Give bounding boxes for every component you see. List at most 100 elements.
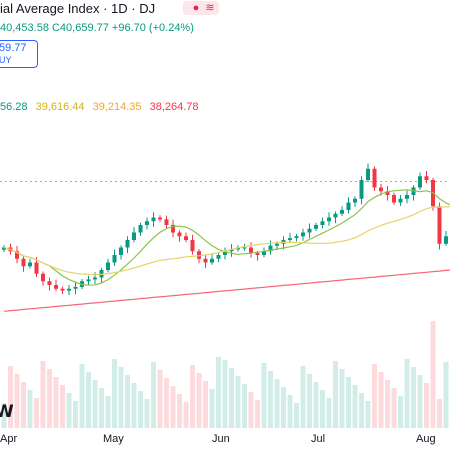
- candle-body: [229, 249, 234, 252]
- volume-bar: [216, 357, 221, 428]
- candle-body: [190, 240, 195, 252]
- x-axis-label-apr: Apr: [0, 433, 18, 445]
- buy-price: 59.77: [0, 42, 27, 54]
- candle-body: [405, 195, 409, 199]
- candle-body: [255, 253, 260, 255]
- candle-body: [216, 255, 221, 259]
- candle-body: [106, 262, 110, 270]
- tradingview-logo: W: [0, 402, 14, 422]
- volume-bar: [79, 364, 85, 428]
- volume-bar: [411, 367, 416, 428]
- moving-average-long-line: [3, 269, 450, 312]
- volume-bar: [66, 393, 72, 428]
- candle-body: [366, 168, 370, 180]
- candle-body: [379, 187, 383, 192]
- ma-value-3: 39,214.35: [92, 101, 142, 113]
- candle-body: [2, 247, 6, 250]
- x-axis-label-may: May: [103, 433, 124, 445]
- candle-body: [21, 258, 26, 267]
- volume-bar: [372, 364, 377, 428]
- volume-bar: [131, 383, 137, 428]
- candle-body: [444, 236, 448, 244]
- volume-bar: [53, 377, 59, 428]
- volume-bar: [125, 375, 130, 428]
- candle-body: [34, 262, 39, 274]
- volume-bar: [14, 374, 20, 428]
- candle-body: [132, 232, 136, 240]
- candle-body: [177, 232, 182, 237]
- volume-bar: [274, 379, 280, 428]
- x-axis-label-aug: Aug: [416, 433, 436, 445]
- volume-bar: [105, 396, 111, 428]
- candle-body: [54, 285, 58, 289]
- volume-bar: [209, 389, 215, 428]
- candle-body: [346, 202, 351, 210]
- volume-bar: [281, 387, 286, 428]
- candle-body: [275, 243, 279, 246]
- candle-body: [158, 217, 162, 220]
- candle-body: [294, 236, 299, 239]
- candle-body: [392, 195, 396, 203]
- volume-bar: [1, 403, 7, 428]
- candle-body: [145, 221, 149, 225]
- candle-body: [112, 255, 117, 263]
- volume-bar: [164, 378, 169, 428]
- candle-body: [320, 221, 325, 225]
- moving-average-legend: 56.28 39,616.44 39,214.35 38,264.78: [0, 101, 204, 113]
- buy-button[interactable]: 59.77 UY: [0, 40, 38, 68]
- price-chart[interactable]: [0, 0, 450, 430]
- candle-body: [424, 176, 429, 180]
- volume-bar: [391, 388, 397, 428]
- candle-body: [333, 213, 338, 218]
- volume-bar: [99, 388, 104, 428]
- volume-bar: [437, 399, 442, 428]
- volume-bar: [40, 361, 46, 428]
- candle-body: [184, 236, 188, 240]
- chart-title: ial Average Index · 1D · DJ: [0, 1, 156, 16]
- x-axis-label-jul: Jul: [311, 433, 326, 445]
- volume-bar: [333, 361, 338, 428]
- candle-body: [372, 168, 377, 188]
- candle-body: [138, 225, 143, 233]
- volume-bar: [34, 398, 39, 428]
- candle-body: [398, 198, 403, 203]
- volume-bar: [248, 392, 254, 428]
- candle-body: [86, 279, 91, 282]
- candle-body: [125, 240, 130, 248]
- moving-average-mid-line: [3, 205, 450, 276]
- volume-bar: [203, 381, 208, 428]
- volume-bar: [47, 369, 52, 428]
- volume-bar: [151, 362, 156, 428]
- volume-bar: [359, 393, 364, 428]
- x-axis-label-jun: Jun: [212, 433, 230, 445]
- volume-bar: [424, 383, 429, 428]
- volume-bar: [86, 372, 91, 428]
- candle-body: [119, 247, 123, 255]
- candle-body: [262, 251, 266, 255]
- candle-body: [249, 247, 253, 254]
- volume-bars: [1, 321, 449, 428]
- volume-bar: [8, 366, 13, 428]
- volume-bar: [170, 386, 176, 428]
- candle-body: [223, 251, 227, 255]
- volume-bar: [300, 366, 306, 428]
- volume-bar: [443, 362, 449, 428]
- volume-bar: [21, 382, 26, 428]
- ma-value-1: 56.28: [0, 101, 28, 113]
- candle-body: [151, 217, 156, 222]
- volume-bar: [404, 359, 410, 428]
- volume-bar: [229, 368, 234, 428]
- volume-bar: [326, 398, 332, 428]
- volume-bar: [196, 373, 202, 428]
- volume-bar: [352, 385, 358, 428]
- volume-bar: [112, 359, 117, 428]
- candle-body: [164, 219, 169, 225]
- candle-body: [268, 245, 273, 252]
- volume-bar: [320, 390, 325, 428]
- candle-body: [171, 225, 175, 233]
- candle-body: [437, 206, 442, 244]
- candle-body: [340, 210, 344, 214]
- volume-bar: [92, 380, 98, 428]
- volume-bar: [118, 367, 124, 428]
- wave-icon[interactable]: ≋: [201, 1, 219, 15]
